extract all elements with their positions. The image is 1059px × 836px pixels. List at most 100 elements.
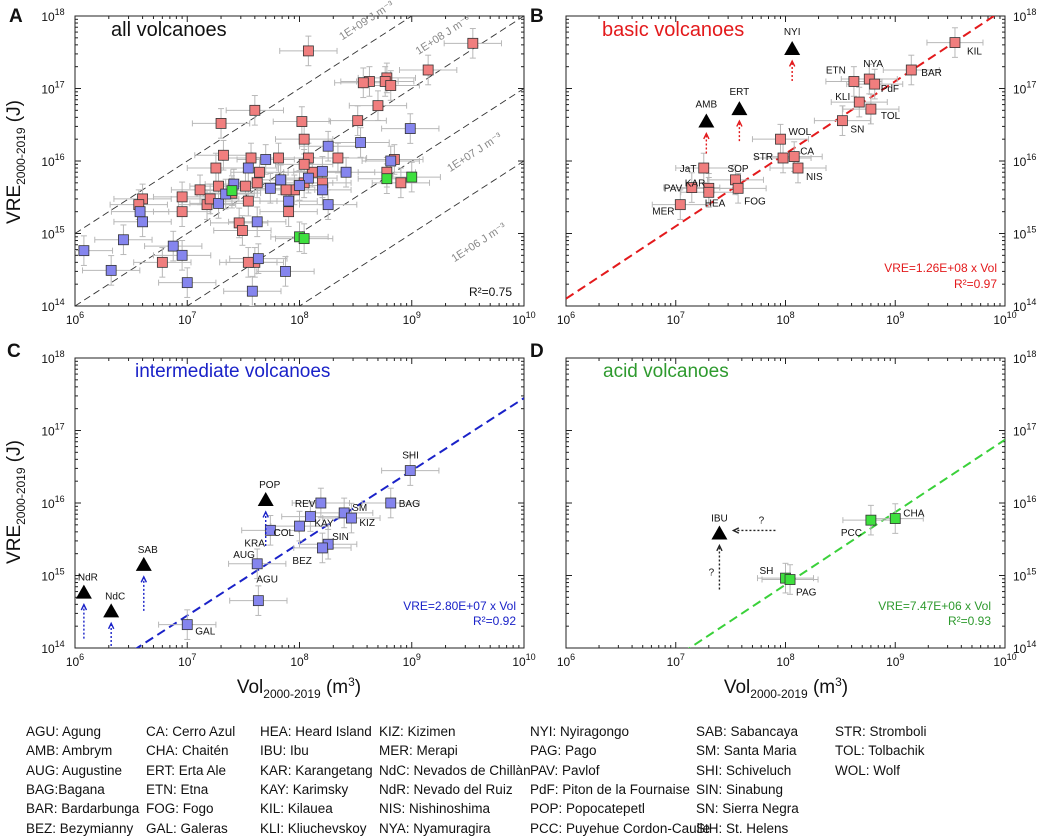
point-label: NdC: [105, 591, 125, 602]
point-label: SH: [760, 566, 774, 577]
data-point-acid: [298, 233, 310, 245]
tick-label: 1015: [1013, 225, 1036, 242]
data-point-basic: [848, 76, 860, 87]
point-label: AMB: [696, 100, 718, 111]
legend-entry-pcc: PCC: Puyehue Cordon-Caulle: [530, 820, 711, 836]
data-point-intermediate: [340, 166, 352, 178]
point-label: PCC: [841, 528, 862, 539]
legend-entry-nyi: NYI: Nyiragongo: [530, 724, 630, 739]
point-label: ETN: [826, 65, 846, 76]
point-label: POP: [259, 480, 280, 491]
data-point-acid: [381, 173, 393, 185]
point-label: JaT: [680, 164, 697, 175]
fit-equation: VRE=2.80E+07 x Vol: [403, 599, 516, 613]
data-point-basic: [298, 133, 310, 145]
legend-entry-bez: BEZ: Bezymianny: [26, 820, 134, 836]
legend-entry-ndc: NdC: Nevados de Chillàn: [379, 762, 531, 778]
tick-label: 1014: [41, 639, 64, 656]
data-point-intermediate: [283, 195, 295, 207]
reference-line: [298, 160, 524, 306]
point-label: PdF: [881, 84, 899, 95]
tick-label: 1010: [512, 652, 535, 669]
data-point-intermediate: [246, 285, 258, 297]
data-point-intermediate: [322, 199, 334, 211]
tick-label: 1015: [41, 225, 64, 242]
data-point-basic: [698, 162, 710, 174]
tick-label: 1010: [993, 652, 1016, 669]
legend-entry-nis: NIS: Nishinoshima: [379, 801, 491, 817]
point-label: COL: [274, 528, 295, 539]
fit-equation: VRE=1.26E+08 x Vol: [884, 261, 997, 275]
data-point-intermediate: [181, 277, 193, 289]
tick-label: 1017: [1013, 80, 1036, 97]
data-point-acid: [784, 574, 796, 585]
y-axis-title: VRE2000-2019 (J): [4, 440, 28, 564]
panel-title: acid volcanoes: [603, 361, 729, 382]
data-point-basic: [254, 166, 265, 178]
point-label: CA: [800, 147, 814, 158]
point-label: ERT: [729, 87, 749, 98]
point-label: SM: [352, 503, 367, 514]
point-label: SAB: [138, 545, 158, 556]
point-label: WOL: [788, 127, 811, 138]
panel-title: all volcanoes: [111, 19, 227, 41]
tick-label: 106: [557, 652, 575, 669]
r2-label: R²=0.92: [473, 614, 516, 628]
point-label: IBU: [711, 513, 728, 524]
legend-entry-tol: TOL: Tolbachik: [835, 743, 925, 759]
reference-line-label: 1E+08 J m⁻³: [414, 13, 473, 57]
data-point-basic: [156, 256, 168, 268]
legend-entry-cha: CHA: Chaitén: [146, 743, 229, 759]
tick-label: 106: [66, 310, 84, 327]
point-label: PAV: [664, 184, 683, 195]
point-label: SHI: [402, 451, 419, 462]
data-point-basic: [176, 206, 188, 218]
tick-label: 1017: [41, 422, 64, 439]
fit-line: [566, 16, 996, 300]
data-point-basic: [467, 37, 479, 49]
panel-D-data: [687, 438, 1005, 648]
panel-letter: A: [9, 6, 23, 27]
panel-C-data: [135, 397, 524, 648]
point-label: KLI: [835, 92, 850, 103]
panel-letter: D: [530, 341, 544, 362]
data-point-basic: [869, 78, 881, 90]
legend-entry-amb: AMB: Ambrym: [26, 743, 113, 759]
r2-label: R²=0.97: [954, 277, 997, 291]
data-point-basic: [298, 158, 310, 170]
lower-bound-marker: [698, 113, 715, 128]
tick-label: 1014: [1013, 297, 1036, 314]
tick-label: 1014: [1013, 639, 1036, 656]
fit-equation: VRE=7.47E+06 x Vol: [878, 599, 991, 613]
legend-entry-shi: SHI: Schiveluch: [696, 762, 792, 778]
legend-entry-sth: StH: St. Helens: [696, 820, 789, 836]
point-label: KRA: [244, 538, 265, 549]
data-point-intermediate: [317, 542, 328, 554]
point-label: KIZ: [359, 518, 375, 529]
data-point-basic: [352, 115, 364, 127]
tick-label: 1018: [41, 7, 64, 24]
data-point-intermediate: [176, 249, 188, 261]
data-point-intermediate: [346, 512, 357, 524]
legend-entry-wol: WOL: Wolf: [835, 762, 901, 778]
data-point-intermediate: [404, 123, 416, 134]
data-point-basic: [280, 184, 292, 196]
data-point-basic: [283, 206, 295, 218]
data-point-basic: [788, 151, 800, 162]
data-point-basic: [240, 180, 251, 192]
data-point-intermediate: [251, 216, 263, 228]
point-label: GAL: [195, 627, 215, 638]
data-point-basic: [218, 149, 229, 161]
data-point-basic: [422, 64, 434, 76]
point-label: SN: [850, 125, 864, 136]
dotted-arrow-head: [140, 575, 148, 583]
tick-label: 1018: [41, 349, 64, 366]
data-point-intermediate: [264, 524, 276, 536]
data-point-basic: [686, 182, 698, 193]
data-point-basic: [703, 186, 715, 198]
data-point-basic: [251, 177, 263, 189]
legend-entry-kay: KAY: Karimsky: [260, 781, 349, 797]
point-label: SIN: [332, 532, 349, 543]
point-label: AGU: [256, 575, 278, 586]
